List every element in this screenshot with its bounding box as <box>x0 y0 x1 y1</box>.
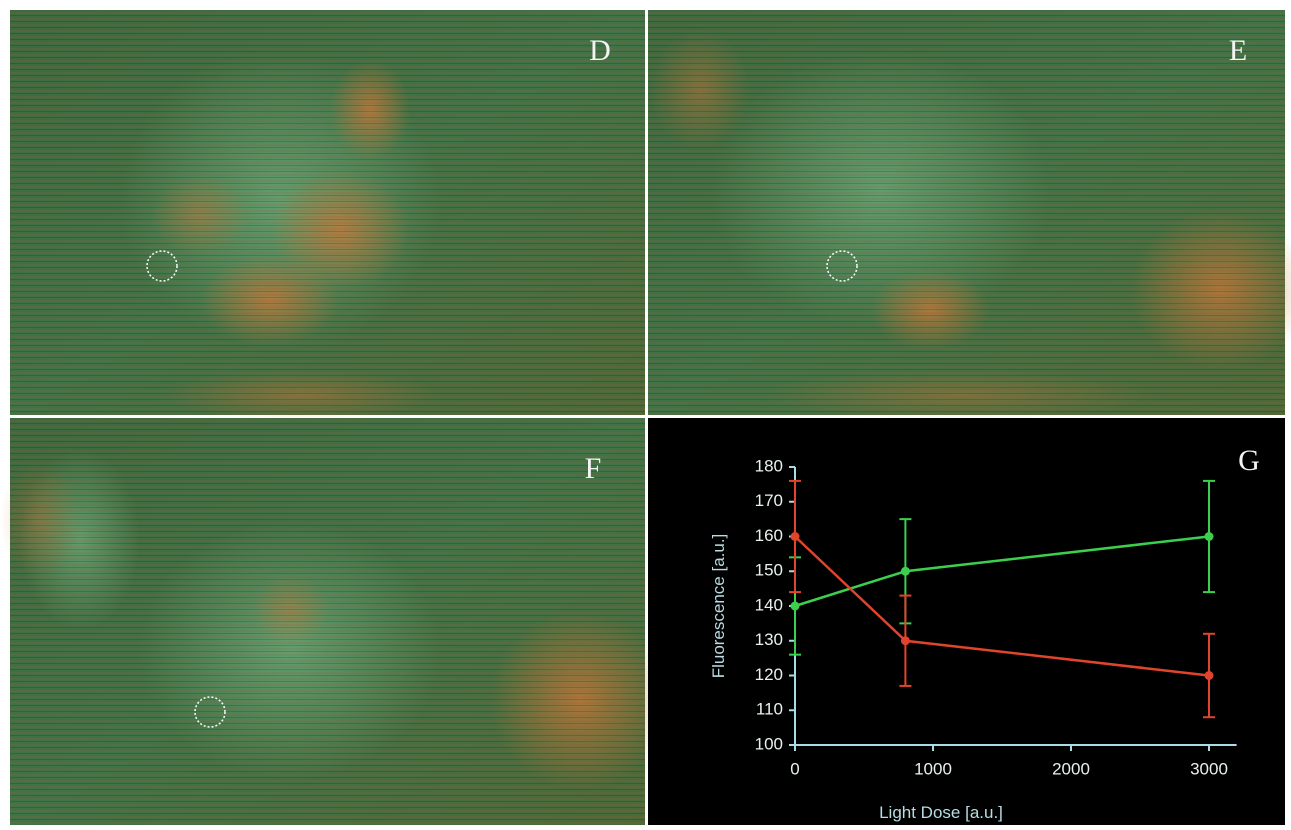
panel-d <box>10 10 645 420</box>
y-tick-label: 120 <box>755 665 783 684</box>
y-tick-label: 180 <box>755 456 783 475</box>
point <box>1205 532 1214 541</box>
y-tick-label: 140 <box>755 595 783 614</box>
figure: D E F G Light Dose [a.u.] Fluorescence [… <box>0 0 1291 830</box>
panel-label: E <box>1229 34 1247 67</box>
panel-e <box>648 10 1291 420</box>
point <box>1205 671 1214 680</box>
panel-label: G <box>1238 444 1260 477</box>
y-tick-label: 130 <box>755 630 783 649</box>
panel-label: D <box>589 34 611 67</box>
point <box>791 602 800 611</box>
y-tick-label: 110 <box>756 700 783 719</box>
x-tick-label: 0 <box>790 759 799 778</box>
y-tick-label: 150 <box>755 561 783 580</box>
panel-f <box>0 418 670 825</box>
panel-label: F <box>585 452 602 485</box>
x-tick-label: 3000 <box>1190 759 1228 778</box>
y-tick-label: 100 <box>755 734 783 753</box>
point <box>901 636 910 645</box>
x-tick-label: 2000 <box>1052 759 1090 778</box>
y-tick-label: 170 <box>755 491 783 510</box>
y-tick-label: 160 <box>755 526 783 545</box>
x-axis-label: Light Dose [a.u.] <box>879 803 1003 822</box>
point <box>901 567 910 576</box>
y-axis-label: Fluorescence [a.u.] <box>709 534 728 679</box>
x-tick-label: 1000 <box>914 759 952 778</box>
point <box>791 532 800 541</box>
